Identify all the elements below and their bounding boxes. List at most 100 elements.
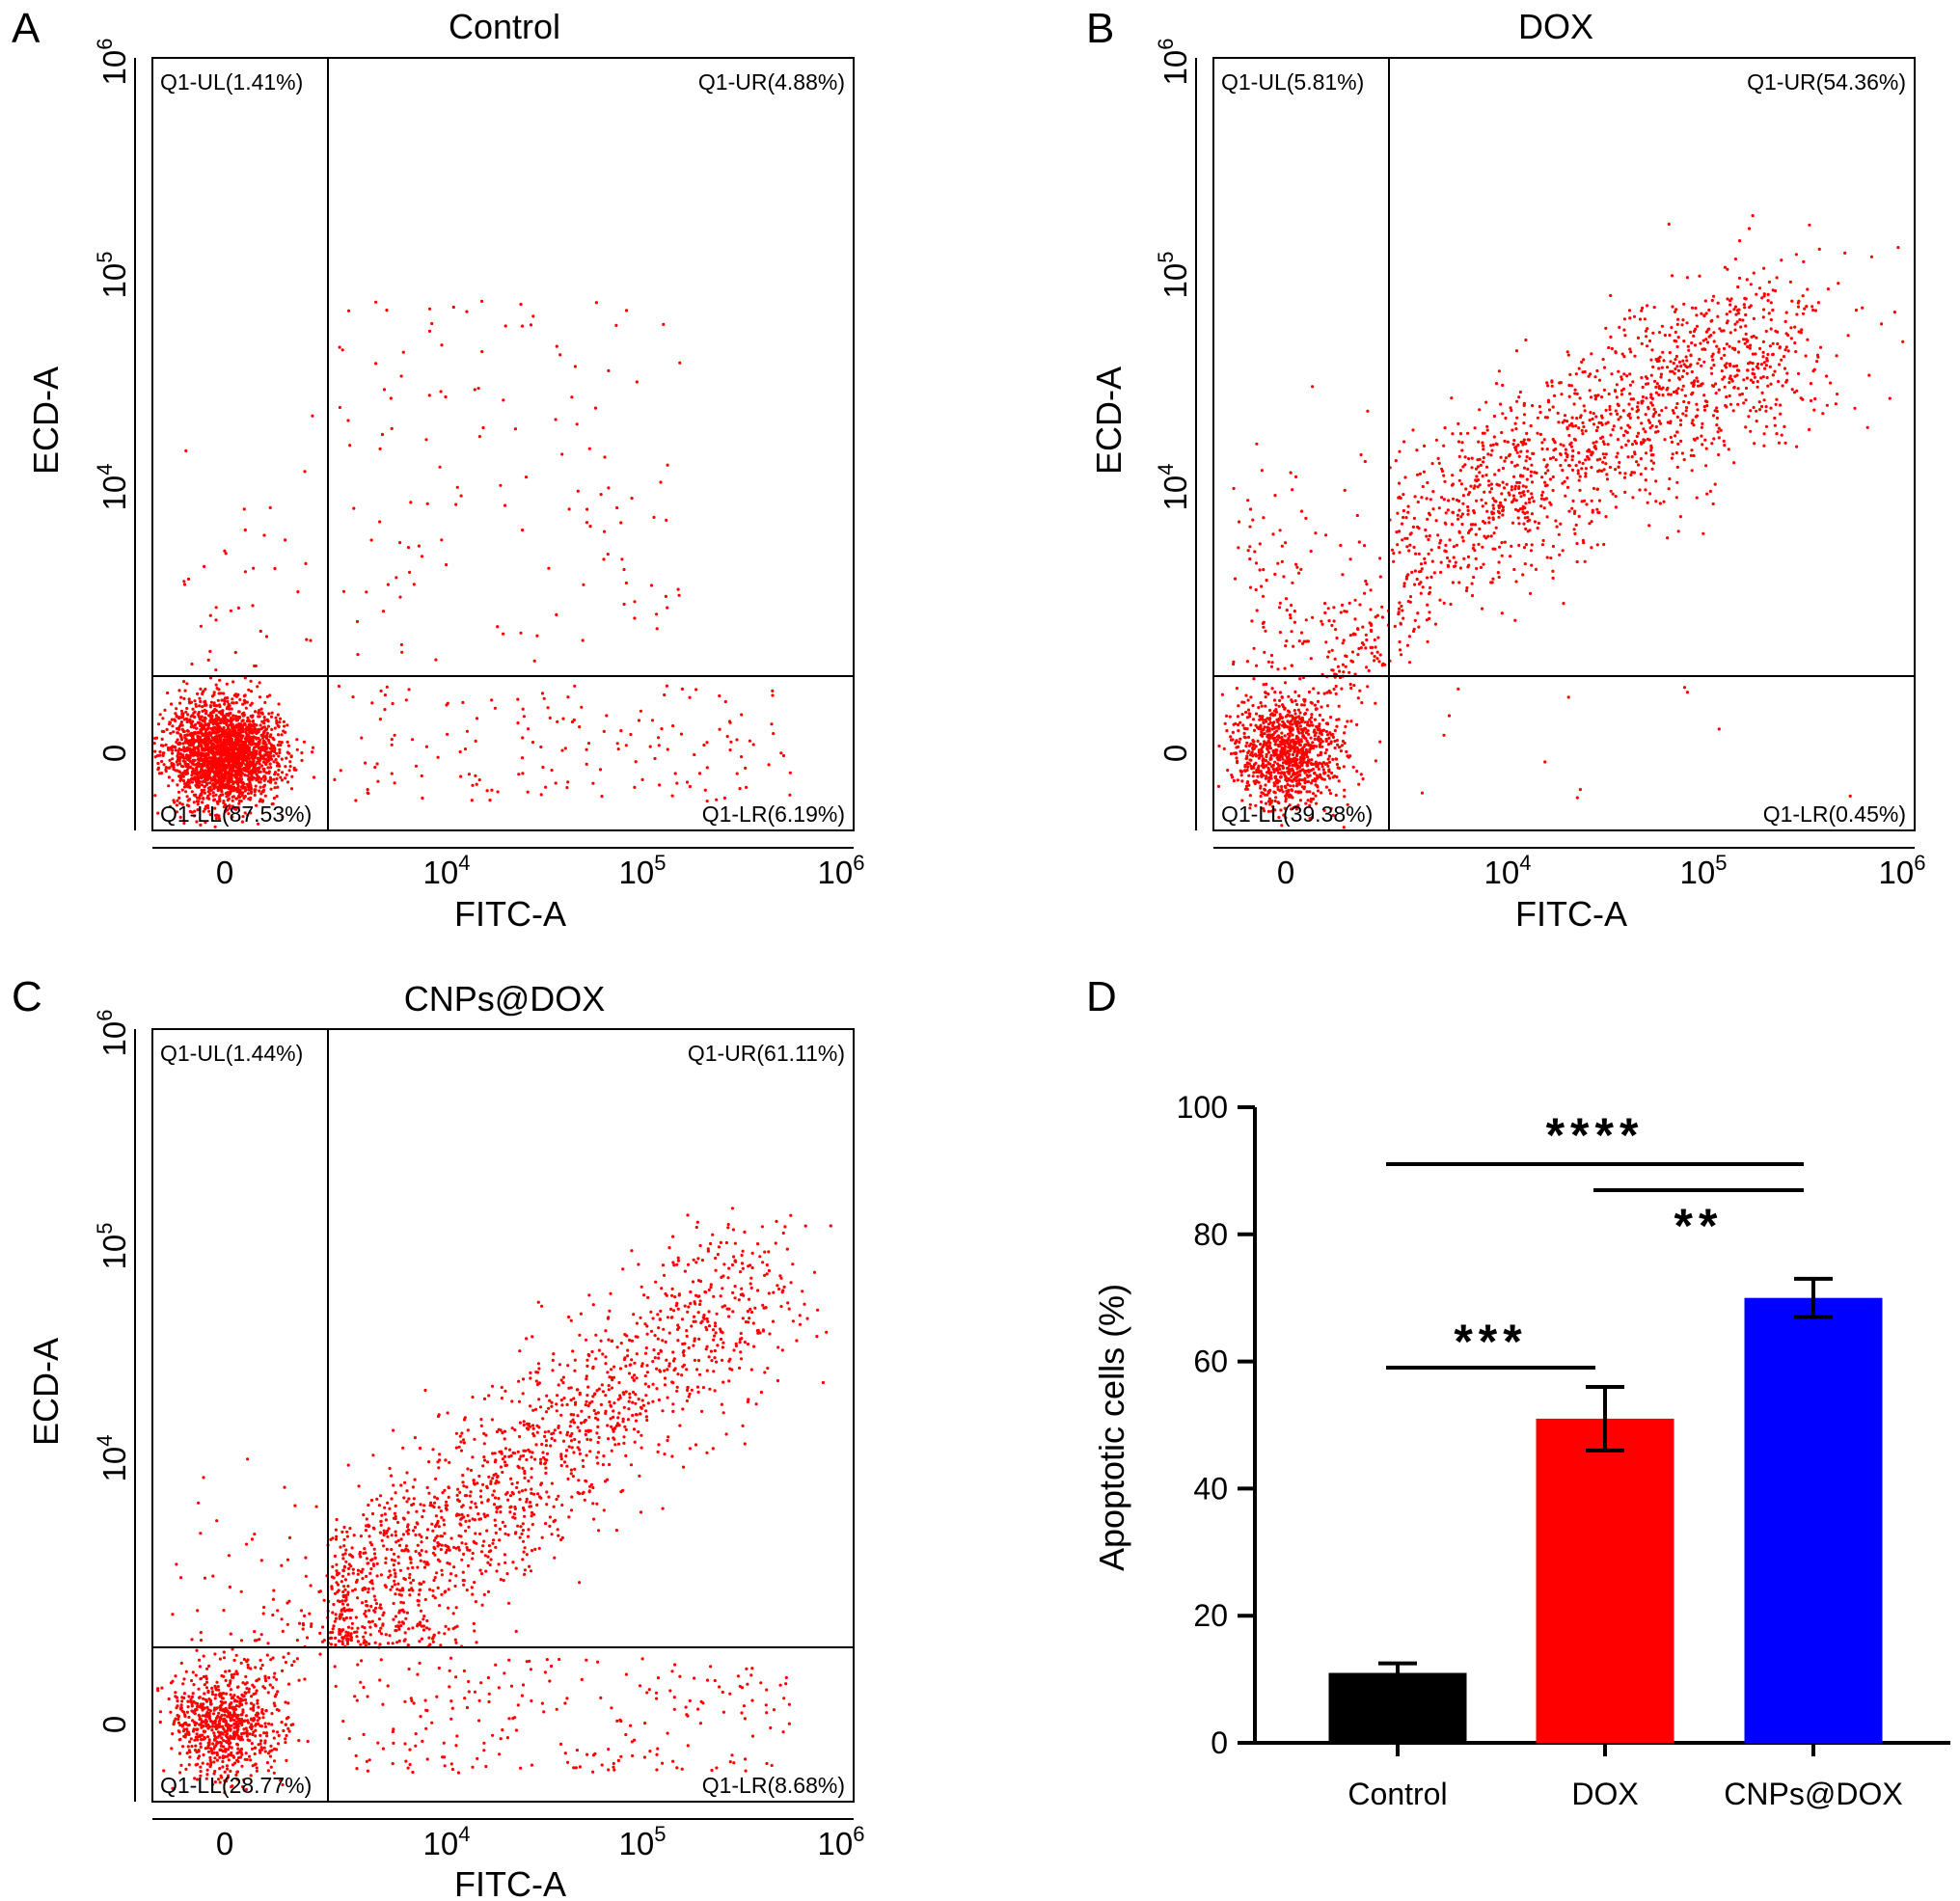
event-point — [1725, 312, 1729, 316]
event-point — [161, 753, 165, 758]
event-point — [247, 764, 251, 768]
event-point — [1782, 355, 1786, 359]
event-point — [179, 709, 183, 713]
event-point — [212, 709, 216, 713]
event-point — [267, 741, 271, 745]
event-point — [1484, 474, 1488, 477]
event-point — [1306, 741, 1310, 746]
panel-a-title: Control — [449, 7, 560, 46]
event-point — [1795, 389, 1799, 393]
event-point — [1632, 314, 1637, 318]
event-point — [748, 739, 752, 743]
event-point — [1521, 443, 1525, 447]
event-point — [217, 817, 221, 821]
event-point — [1674, 367, 1677, 371]
panel-a-quadrant-ur: Q1-UR(4.88%) — [698, 69, 845, 95]
event-point — [1646, 344, 1649, 348]
event-point — [1296, 747, 1300, 751]
event-point — [1636, 336, 1641, 339]
event-point — [1804, 354, 1808, 358]
event-point — [467, 773, 471, 776]
event-point — [1580, 467, 1584, 471]
event-point — [285, 756, 288, 760]
event-point — [461, 700, 465, 705]
event-point — [1561, 481, 1565, 485]
event-point — [1538, 410, 1542, 415]
event-point — [252, 742, 257, 746]
event-point — [1676, 442, 1680, 446]
event-point — [1865, 425, 1869, 429]
event-point — [503, 503, 507, 507]
event-point — [238, 753, 242, 757]
event-point — [1324, 785, 1328, 789]
event-point — [207, 809, 211, 813]
event-point — [1640, 309, 1644, 312]
event-point — [182, 583, 187, 586]
event-point — [229, 791, 232, 795]
event-point — [269, 743, 273, 747]
event-point — [1650, 403, 1654, 407]
event-point — [1281, 752, 1285, 756]
event-point — [1527, 497, 1532, 502]
event-point — [1715, 409, 1719, 414]
event-point — [1450, 523, 1455, 527]
event-point — [630, 497, 634, 501]
event-point — [1788, 280, 1792, 284]
panel-b-y-ticks: 0 104 105 106 — [1154, 39, 1193, 763]
event-point — [1395, 530, 1399, 534]
event-point — [222, 716, 226, 720]
event-point — [1298, 773, 1302, 777]
event-point — [1698, 358, 1701, 362]
event-point — [226, 696, 230, 700]
event-point — [1314, 531, 1318, 535]
event-point — [223, 549, 227, 553]
event-point — [1646, 304, 1649, 308]
event-point — [302, 740, 306, 744]
event-point — [245, 739, 249, 743]
event-point — [1302, 756, 1306, 761]
event-point — [573, 365, 578, 368]
event-point — [1225, 729, 1229, 733]
panel-a-events — [152, 299, 792, 828]
event-point — [1293, 771, 1296, 774]
event-point — [1431, 507, 1435, 511]
event-point — [153, 736, 157, 741]
event-point — [1682, 302, 1686, 306]
event-point — [1646, 501, 1649, 504]
event-point — [1327, 736, 1331, 741]
event-point — [1826, 287, 1830, 291]
event-point — [1590, 466, 1593, 470]
event-point — [1485, 509, 1489, 513]
event-point — [1811, 308, 1815, 312]
event-point — [1302, 787, 1306, 791]
event-point — [499, 483, 503, 487]
event-point — [1644, 488, 1647, 492]
event-point — [575, 422, 579, 426]
event-point — [268, 775, 272, 779]
event-point — [1517, 522, 1521, 526]
event-point — [1500, 541, 1504, 545]
event-point — [1328, 792, 1333, 796]
event-point — [178, 774, 182, 778]
event-point — [581, 638, 585, 642]
event-point — [1550, 384, 1554, 388]
event-point — [398, 595, 402, 599]
event-point — [1675, 480, 1679, 484]
event-point — [199, 716, 203, 720]
event-point — [1681, 318, 1685, 322]
event-point — [1451, 482, 1455, 486]
event-point — [1607, 345, 1611, 350]
event-point — [1272, 784, 1276, 788]
event-point — [1461, 539, 1465, 543]
event-point — [1258, 568, 1262, 572]
event-point — [267, 712, 271, 716]
event-point — [1472, 543, 1476, 547]
event-point — [252, 747, 256, 751]
event-point — [1725, 394, 1729, 399]
event-point — [220, 780, 224, 784]
event-point — [1631, 380, 1635, 384]
event-point — [241, 815, 245, 819]
event-point — [227, 781, 231, 785]
event-point — [1314, 794, 1318, 798]
event-point — [1294, 775, 1298, 779]
